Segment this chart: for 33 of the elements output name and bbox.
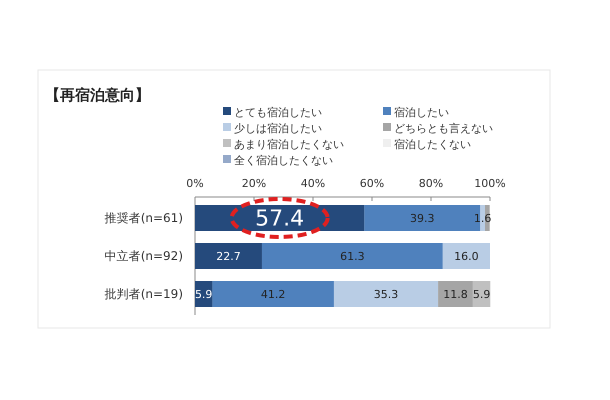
y-tick-label: 推奨者(n=61) [104, 211, 183, 226]
x-tick-label: 80% [418, 177, 444, 190]
data-label: 41.2 [260, 288, 286, 301]
legend-label: 全く宿泊したくない [234, 154, 333, 167]
x-tick-label: 40% [300, 177, 326, 190]
bar [438, 281, 473, 307]
data-label: 35.3 [374, 288, 398, 301]
bar [334, 281, 438, 307]
legend-label: とても宿泊したい [234, 106, 322, 119]
chart-title: 【再宿泊意向】 [45, 86, 150, 104]
data-label: 5.9 [194, 288, 212, 301]
x-tick-label: 0% [186, 177, 204, 190]
legend-label: あまり宿泊したくない [234, 138, 344, 151]
data-label: 11.8 [443, 288, 468, 301]
bar [212, 281, 334, 307]
x-tick-label: 60% [360, 177, 384, 190]
data-label: 57.4 [255, 206, 304, 232]
bar [195, 243, 262, 269]
legend-label: 少しは宿泊したい [234, 122, 322, 135]
data-label: 22.7 [216, 250, 241, 263]
legend-label: どちらとも言えない [394, 122, 493, 135]
data-label: 5.9 [472, 288, 490, 301]
data-label: 61.3 [340, 250, 365, 263]
data-label: 39.3 [410, 212, 435, 225]
bar [262, 243, 443, 269]
x-tick-label: 100% [474, 177, 506, 190]
legend-label: 宿泊したい [394, 106, 449, 119]
bar [442, 243, 490, 269]
data-label: 16.0 [454, 250, 479, 263]
x-tick-label: 20% [242, 177, 266, 190]
y-tick-label: 中立者(n=92) [104, 249, 183, 264]
legend-label: 宿泊したくない [394, 138, 471, 151]
y-tick-label: 批判者(n=19) [104, 287, 183, 302]
